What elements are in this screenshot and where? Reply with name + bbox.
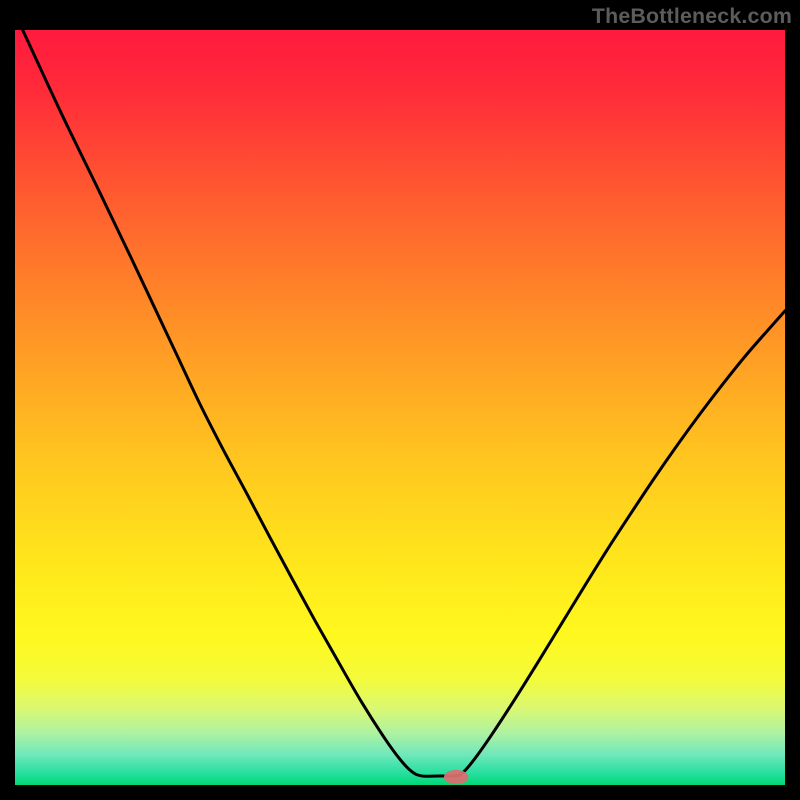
current-hardware-marker bbox=[444, 770, 469, 784]
bottleneck-chart bbox=[15, 30, 785, 785]
watermark-source-label: TheBottleneck.com bbox=[592, 4, 792, 29]
chart-background bbox=[15, 30, 785, 785]
chart-svg bbox=[15, 30, 785, 785]
